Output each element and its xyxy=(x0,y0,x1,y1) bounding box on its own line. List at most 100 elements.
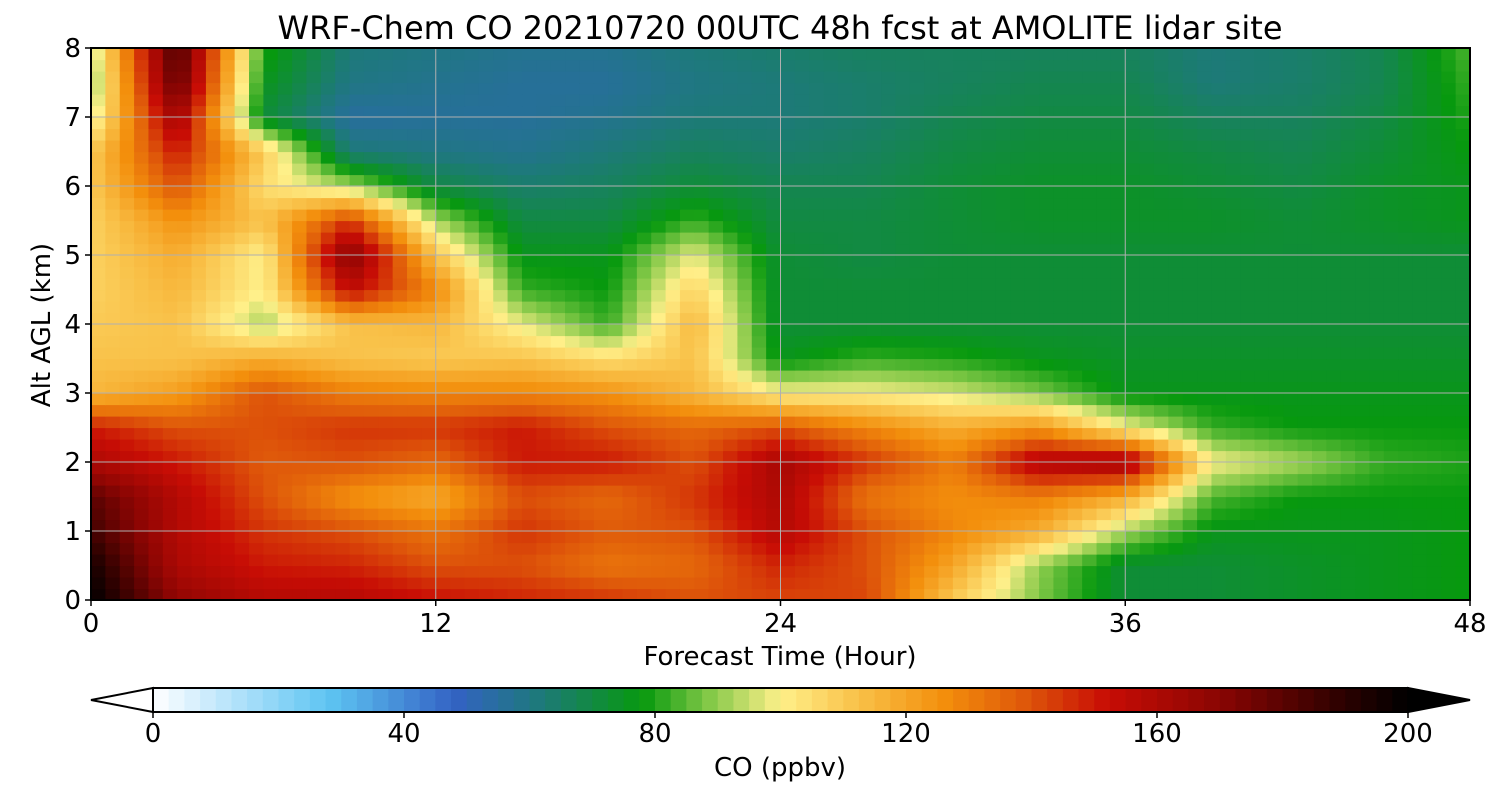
heatmap-cell xyxy=(306,439,322,452)
heatmap-cell xyxy=(263,301,279,314)
heatmap-cell xyxy=(191,347,207,360)
heatmap-cell xyxy=(1153,531,1169,544)
heatmap-cell xyxy=(1110,255,1126,268)
heatmap-cell xyxy=(823,347,839,360)
colorbar-segment xyxy=(843,688,860,712)
heatmap-cell xyxy=(507,577,523,590)
heatmap-cell xyxy=(249,278,264,291)
heatmap-cell xyxy=(895,71,911,84)
heatmap-cell xyxy=(363,209,379,222)
heatmap-cell xyxy=(378,462,394,475)
heatmap-cell xyxy=(1153,266,1169,279)
heatmap-cell xyxy=(1010,163,1026,176)
colorbar-segment xyxy=(341,688,358,712)
heatmap-cell xyxy=(837,324,853,337)
heatmap-cell xyxy=(1053,450,1069,463)
heatmap-cell xyxy=(1096,94,1112,107)
heatmap-cell xyxy=(679,381,695,394)
heatmap-cell xyxy=(1441,82,1457,95)
heatmap-cell xyxy=(435,209,451,222)
heatmap-cell xyxy=(1311,59,1327,72)
heatmap-cell xyxy=(809,485,825,498)
heatmap-cell xyxy=(1283,140,1299,153)
heatmap-cell xyxy=(105,289,121,302)
heatmap-cell xyxy=(1340,531,1356,544)
heatmap-cell xyxy=(1067,278,1083,291)
heatmap-cell xyxy=(723,151,738,164)
heatmap-cell xyxy=(1067,335,1083,348)
heatmap-cell xyxy=(1096,59,1112,72)
heatmap-cell xyxy=(277,140,293,153)
heatmap-cell xyxy=(263,381,279,394)
heatmap-cell xyxy=(636,48,652,61)
heatmap-cell xyxy=(550,427,566,440)
heatmap-cell xyxy=(565,439,580,452)
heatmap-cell xyxy=(1096,105,1112,118)
heatmap-cell xyxy=(1211,381,1227,394)
heatmap-cell xyxy=(694,588,710,601)
heatmap-cell xyxy=(852,496,868,509)
heatmap-cell xyxy=(1197,220,1213,233)
heatmap-cell xyxy=(335,82,351,95)
heatmap-cell xyxy=(1340,94,1356,107)
heatmap-cell xyxy=(1067,496,1083,509)
heatmap-cell xyxy=(1355,174,1371,187)
heatmap-cell xyxy=(335,117,351,130)
heatmap-cell xyxy=(766,117,782,130)
heatmap-cell xyxy=(1383,151,1399,164)
heatmap-cell xyxy=(435,358,451,371)
heatmap-cell xyxy=(306,496,322,509)
heatmap-cell xyxy=(1283,117,1299,130)
heatmap-cell xyxy=(292,289,308,302)
heatmap-cell xyxy=(1254,508,1270,521)
heatmap-cell xyxy=(277,197,293,210)
heatmap-cell xyxy=(852,370,868,383)
heatmap-cell xyxy=(766,209,782,222)
heatmap-cell xyxy=(306,393,322,406)
heatmap-cell xyxy=(881,393,897,406)
heatmap-cell xyxy=(679,312,695,325)
heatmap-cell xyxy=(1412,554,1428,567)
heatmap-cell xyxy=(1297,278,1313,291)
heatmap-cell xyxy=(536,174,552,187)
heatmap-cell xyxy=(119,393,135,406)
heatmap-cell xyxy=(608,427,624,440)
heatmap-cell xyxy=(895,416,911,429)
heatmap-cell xyxy=(895,508,911,521)
heatmap-cell xyxy=(1024,485,1040,498)
heatmap-cell xyxy=(363,554,379,567)
heatmap-cell xyxy=(1326,82,1342,95)
heatmap-cell xyxy=(780,243,796,256)
heatmap-cell xyxy=(967,140,983,153)
heatmap-cell xyxy=(435,462,451,475)
heatmap-cell xyxy=(1225,358,1241,371)
heatmap-cell xyxy=(478,289,494,302)
heatmap-cell xyxy=(608,312,624,325)
heatmap-cell xyxy=(837,220,853,233)
heatmap-cell xyxy=(1010,117,1026,130)
heatmap-cell xyxy=(1010,588,1026,601)
heatmap-cell xyxy=(651,59,667,72)
heatmap-cell xyxy=(1225,140,1241,153)
heatmap-cell xyxy=(349,519,365,532)
heatmap-cell xyxy=(378,565,394,578)
heatmap-cell xyxy=(780,94,796,107)
heatmap-cell xyxy=(220,105,236,118)
heatmap-cell xyxy=(177,255,193,268)
heatmap-cell xyxy=(651,393,667,406)
heatmap-cell xyxy=(866,220,882,233)
heatmap-cell xyxy=(737,450,753,463)
heatmap-cell xyxy=(1125,347,1141,360)
heatmap-cell xyxy=(464,565,480,578)
heatmap-cell xyxy=(363,94,379,107)
heatmap-cell xyxy=(392,266,408,279)
heatmap-cell xyxy=(1441,531,1457,544)
heatmap-cell xyxy=(708,416,724,429)
heatmap-cell xyxy=(1053,496,1069,509)
heatmap-cell xyxy=(565,324,580,337)
heatmap-cell xyxy=(421,450,437,463)
heatmap-cell xyxy=(1182,266,1198,279)
heatmap-cell xyxy=(909,485,925,498)
heatmap-cell xyxy=(1326,266,1342,279)
heatmap-cell xyxy=(1441,324,1457,337)
